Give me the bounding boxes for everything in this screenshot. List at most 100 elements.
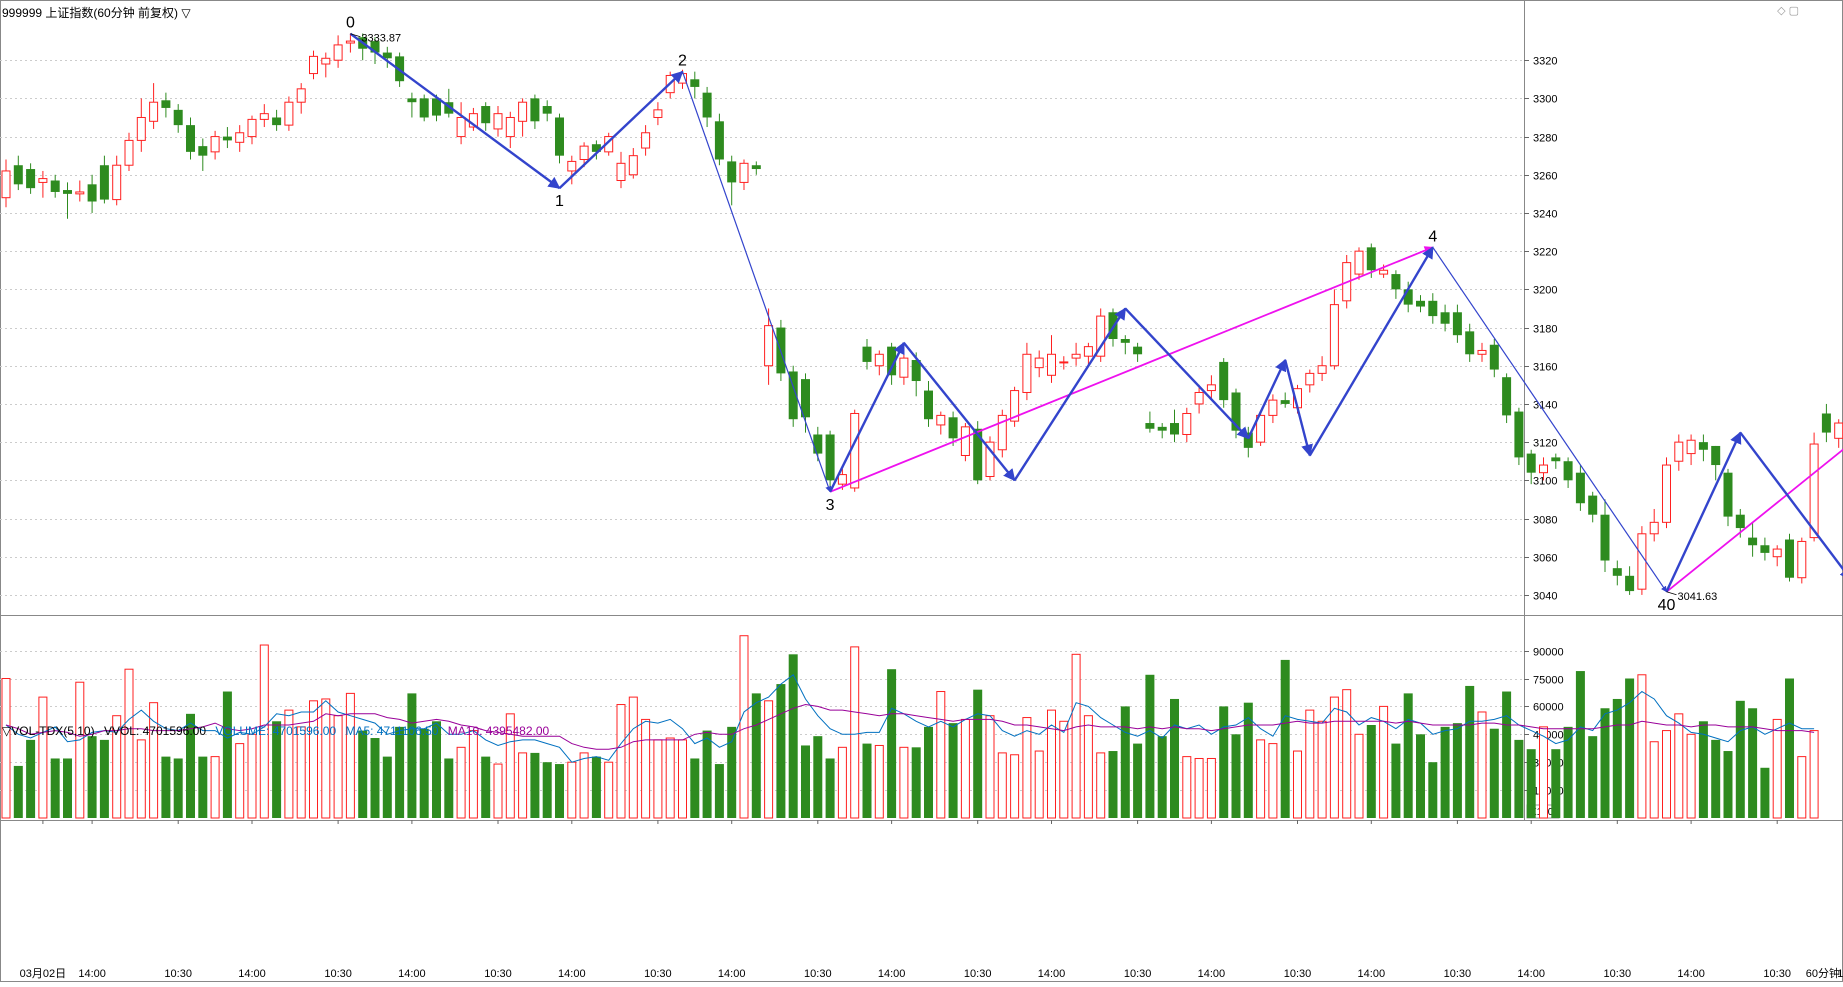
candle-body-down	[1416, 301, 1425, 307]
candle-body-down	[1428, 301, 1437, 316]
candle-body-up	[260, 114, 268, 120]
candle-body-up	[1835, 423, 1843, 438]
volume-bar-up	[457, 747, 465, 818]
candle-body-up	[346, 41, 354, 43]
volume-bar-down	[1145, 675, 1154, 818]
candle-body-down	[1391, 274, 1400, 289]
volume-bar-up	[236, 744, 244, 818]
volume-bar-down	[1453, 723, 1462, 818]
candle-body-down	[14, 165, 23, 184]
wave-segment	[1310, 247, 1433, 455]
candle-body-up	[629, 156, 637, 175]
price-tick-label: 3160	[1533, 362, 1557, 374]
candle-body-up	[39, 179, 47, 183]
volume-bar-down	[1514, 740, 1523, 818]
candle-body-down	[1502, 377, 1511, 415]
x-tick-label: 14:00	[1358, 968, 1386, 980]
candle-body-down	[530, 98, 539, 121]
x-tick-label: 10:30	[1763, 968, 1791, 980]
volume-bar-down	[801, 745, 810, 818]
price-tick-label: 3120	[1533, 438, 1557, 450]
chart-title[interactable]: 999999 上证指数(60分钟 前复权) ▽	[2, 4, 191, 21]
volume-tick-label: 60000	[1533, 702, 1564, 714]
volume-bar-up	[150, 703, 158, 818]
volume-bar-up	[297, 727, 305, 818]
volume-bar-up	[666, 738, 674, 818]
volume-bar-up	[211, 757, 219, 818]
candle-body-down	[1170, 423, 1179, 434]
candle-body-up	[1035, 358, 1043, 368]
x-tick-label: 10:30	[1604, 968, 1632, 980]
candle-body-down	[924, 391, 933, 420]
volume-bar-down	[1502, 692, 1511, 818]
x-tick-label: 10:30	[1284, 968, 1312, 980]
candle-body-down	[727, 161, 736, 182]
volume-bar-up	[1306, 710, 1314, 818]
volume-bar-down	[371, 738, 380, 818]
price-tick-label: 3260	[1533, 171, 1557, 183]
candle-body-up	[322, 58, 330, 64]
candle-body-down	[1699, 442, 1708, 450]
x-tick-label: 14:00	[878, 968, 906, 980]
volume-bar-up	[1060, 721, 1068, 818]
extreme-pointer	[1667, 592, 1677, 595]
volume-bar-up	[1097, 753, 1105, 818]
candle-body-down	[198, 146, 207, 156]
x-tick-label: 10:30	[1124, 968, 1152, 980]
volume-bar-down	[1601, 708, 1610, 818]
volume-bar-down	[1109, 751, 1118, 818]
x-tick-label: 14:00	[238, 968, 266, 980]
price-tick-label: 3180	[1533, 324, 1557, 336]
volume-bar-down	[949, 723, 958, 818]
volume-bar-up	[346, 693, 354, 818]
candle-body-up	[137, 117, 145, 140]
volume-bar-up	[851, 647, 859, 818]
volume-bar-up	[605, 762, 613, 818]
volume-bar-up	[1318, 721, 1326, 818]
volume-bar-down	[14, 766, 23, 818]
volume-bar-down	[1748, 708, 1757, 818]
volume-bar-down	[1232, 734, 1241, 818]
volume-bar-up	[137, 740, 145, 818]
volume-bar-up	[654, 740, 662, 818]
candle-body-up	[1478, 350, 1486, 354]
x-tick-label: 10:30	[484, 968, 512, 980]
volume-bar-down	[161, 757, 170, 818]
candle-body-down	[752, 165, 761, 169]
volume-bar-up	[1011, 755, 1019, 818]
volume-indicator-header: ▽VOL-TDX(5,10) VVOL: 4701596.00 VOLUME: …	[2, 724, 555, 738]
volume-bar-up	[1810, 731, 1818, 818]
candle-body-down	[481, 106, 490, 123]
volume-tick-label: 75000	[1533, 675, 1564, 687]
volume-bar-up	[679, 740, 687, 818]
candle-body-up	[506, 117, 514, 136]
x-tick-label: 14:00	[1038, 968, 1066, 980]
volume-bar-up	[1798, 757, 1806, 818]
candle-body-down	[690, 79, 699, 87]
wave-segment	[1248, 360, 1285, 438]
candle-body-up	[900, 358, 908, 377]
volume-bar-up	[1294, 751, 1302, 818]
candle-body-up	[1318, 366, 1326, 374]
candle-body-down	[703, 93, 712, 118]
window-controls-icon[interactable]: ◇ ▢	[1777, 4, 1799, 17]
x-tick-label: 10:30	[964, 968, 992, 980]
candle-body-up	[1540, 465, 1548, 473]
volume-bar-up	[519, 753, 527, 818]
volume-bar-up	[1638, 675, 1646, 818]
wave-segment	[904, 343, 1015, 480]
volume-bar-down	[543, 762, 552, 818]
candle-body-up	[457, 117, 465, 136]
volume-indicator-name[interactable]: ▽VOL-TDX(5,10)	[2, 724, 95, 738]
volume-bar-up	[494, 764, 502, 818]
volume-bar-down	[752, 693, 761, 818]
wave-segment	[683, 72, 831, 492]
volume-bar-up	[875, 745, 883, 818]
volume-bar-down	[1760, 768, 1769, 818]
wave-point-label: 0	[346, 15, 355, 32]
volume-bar-down	[776, 684, 785, 818]
candle-body-down	[100, 165, 109, 199]
price-tick-label: 3240	[1533, 209, 1557, 221]
x-tick-label: 14:00	[1517, 968, 1545, 980]
